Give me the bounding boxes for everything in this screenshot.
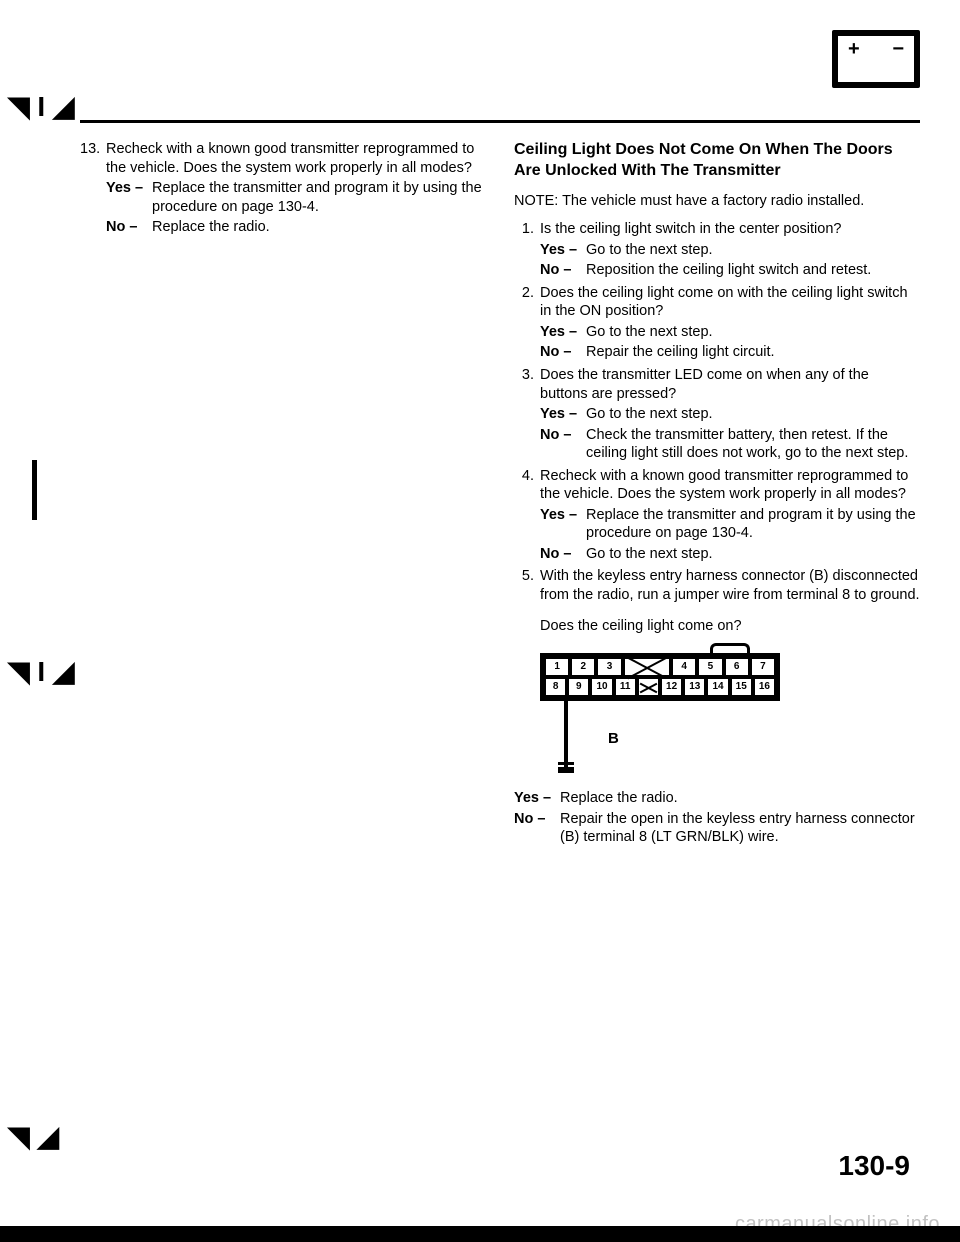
connector-pin: [637, 677, 660, 697]
step-question: Does the transmitter LED come on when an…: [540, 366, 920, 403]
connector-pin: 14: [706, 677, 729, 697]
no-label: No –: [540, 426, 586, 463]
note-text: NOTE: The vehicle must have a factory ra…: [514, 192, 920, 211]
connector-pin: 13: [683, 677, 706, 697]
two-column-layout: 13. Recheck with a known good transmitte…: [80, 140, 920, 1132]
step-number: 1.: [514, 220, 540, 280]
connector-pin: 12: [660, 677, 683, 697]
right-column: Ceiling Light Does Not Come On When The …: [514, 140, 920, 1132]
yes-answer: Go to the next step.: [586, 405, 920, 424]
no-answer: Go to the next step.: [586, 545, 920, 564]
step-question: Is the ceiling light switch in the cente…: [540, 220, 920, 239]
yes-answer: Replace the radio.: [560, 789, 920, 808]
step-5: 5. With the keyless entry harness connec…: [514, 567, 920, 785]
step-number: 2.: [514, 284, 540, 362]
no-label: No –: [540, 545, 586, 564]
battery-icon: [832, 30, 920, 88]
yes-label: Yes –: [540, 506, 586, 543]
step-question: Recheck with a known good transmitter re…: [540, 467, 920, 504]
connector-pin: 15: [730, 677, 753, 697]
connector-pin: [623, 657, 671, 677]
no-label: No –: [540, 343, 586, 362]
no-answer: Replace the radio.: [152, 218, 486, 237]
step-2: 2. Does the ceiling light come on with t…: [514, 284, 920, 362]
margin-mark: ◥ I ◢: [8, 655, 74, 688]
connector-pin: 16: [753, 677, 776, 697]
bottom-edge: [0, 1226, 960, 1242]
yes-label: Yes –: [540, 241, 586, 260]
connector-pin: 2: [570, 657, 596, 677]
step-number: 13.: [80, 140, 106, 237]
no-answer: Check the transmitter battery, then rete…: [586, 426, 920, 463]
step-number: 5.: [514, 567, 540, 785]
step-text: With the keyless entry harness connector…: [540, 567, 920, 604]
margin-mark: [32, 460, 37, 520]
left-column: 13. Recheck with a known good transmitte…: [80, 140, 486, 1132]
connector-pin: 3: [596, 657, 622, 677]
yes-answer: Replace the transmitter and program it b…: [586, 506, 920, 543]
no-answer: Repair the ceiling light circuit.: [586, 343, 920, 362]
step-question: Recheck with a known good transmitter re…: [106, 140, 486, 177]
connector-pin: 10: [590, 677, 613, 697]
connector-diagram: 1234567 8910111213141516 B: [540, 643, 920, 771]
no-label: No –: [540, 261, 586, 280]
section-heading: Ceiling Light Does Not Come On When The …: [514, 140, 920, 182]
step-number: 3.: [514, 366, 540, 463]
connector-pin: 9: [567, 677, 590, 697]
connector-pin: 7: [750, 657, 776, 677]
step-13: 13. Recheck with a known good transmitte…: [80, 140, 486, 237]
yes-answer: Go to the next step.: [586, 241, 920, 260]
connector-pin: 11: [614, 677, 637, 697]
yes-answer: Go to the next step.: [586, 323, 920, 342]
ground-probe-icon: [564, 701, 568, 771]
no-label: No –: [514, 810, 560, 847]
no-answer: Repair the open in the keyless entry har…: [560, 810, 920, 847]
yes-label: Yes –: [540, 323, 586, 342]
connector-pin: 8: [544, 677, 567, 697]
no-label: No –: [106, 218, 152, 237]
connector-pin: 5: [697, 657, 723, 677]
step-question: Does the ceiling light come on?: [540, 617, 920, 636]
connector-label: B: [608, 729, 619, 748]
no-answer: Reposition the ceiling light switch and …: [586, 261, 920, 280]
page-number: 130-9: [838, 1150, 910, 1182]
horizontal-rule: [80, 120, 920, 123]
connector-pin: 6: [724, 657, 750, 677]
step-4: 4. Recheck with a known good transmitter…: [514, 467, 920, 564]
step-question: Does the ceiling light come on with the …: [540, 284, 920, 321]
yes-label: Yes –: [106, 179, 152, 216]
step-number: 4.: [514, 467, 540, 564]
connector-pin: 4: [671, 657, 697, 677]
yes-answer: Replace the transmitter and program it b…: [152, 179, 486, 216]
connector-pin: 1: [544, 657, 570, 677]
page-content: 13. Recheck with a known good transmitte…: [80, 30, 930, 1212]
margin-mark: ◥ ◢: [8, 1120, 59, 1153]
step-1: 1. Is the ceiling light switch in the ce…: [514, 220, 920, 280]
margin-mark: ◥ I ◢: [8, 90, 74, 123]
yes-label: Yes –: [540, 405, 586, 424]
yes-label: Yes –: [514, 789, 560, 808]
step-3: 3. Does the transmitter LED come on when…: [514, 366, 920, 463]
